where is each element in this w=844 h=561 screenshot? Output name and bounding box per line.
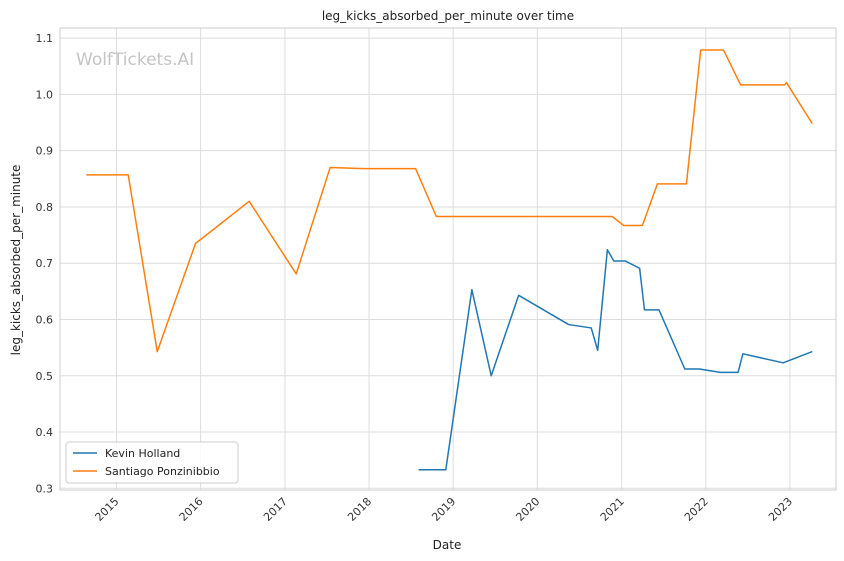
legend-label-kevin-holland: Kevin Holland — [105, 447, 180, 460]
series-layer — [86, 49, 813, 471]
y-axis-tick-labels: 0.3 0.4 0.5 0.6 0.7 0.8 0.9 1.0 1.1 — [36, 32, 54, 495]
y-axis-title: leg_kicks_absorbed_per_minute — [9, 165, 23, 356]
watermark-logo: WolfTickets.AI — [76, 50, 194, 70]
legend: Kevin Holland Santiago Ponzinibbio — [65, 441, 239, 484]
y-tick-label: 1.1 — [36, 32, 54, 45]
x-tick-label: 2018 — [345, 495, 374, 524]
x-tick-label: 2023 — [766, 495, 795, 524]
y-tick-label: 0.6 — [36, 313, 54, 326]
chart-title: leg_kicks_absorbed_per_minute over time — [322, 9, 574, 23]
y-tick-label: 0.8 — [36, 201, 54, 214]
x-tick-label: 2021 — [598, 495, 627, 524]
y-tick-label: 0.3 — [36, 482, 54, 495]
x-tick-label: 2015 — [93, 495, 122, 524]
x-axis-tick-labels: 2015 2016 2017 2018 2019 2020 2021 2022 2023 — [93, 495, 795, 524]
legend-label-santiago-ponzinibbio: Santiago Ponzinibbio — [105, 465, 220, 478]
y-tick-label: 0.4 — [36, 426, 54, 439]
x-tick-label: 2020 — [513, 495, 542, 524]
plot-background — [60, 28, 836, 490]
x-tick-label: 2017 — [261, 495, 290, 524]
y-tick-label: 0.5 — [36, 370, 54, 383]
y-tick-label: 0.9 — [36, 145, 54, 158]
legend-box — [65, 441, 239, 484]
plot-frame — [59, 27, 837, 491]
y-tick-label: 1.0 — [36, 88, 54, 101]
grid-lines — [60, 28, 836, 490]
x-tick-label: 2022 — [682, 495, 711, 524]
y-tick-label: 0.7 — [36, 257, 54, 270]
x-axis-title: Date — [433, 538, 462, 552]
x-tick-label: 2016 — [177, 495, 206, 524]
x-tick-label: 2019 — [429, 495, 458, 524]
